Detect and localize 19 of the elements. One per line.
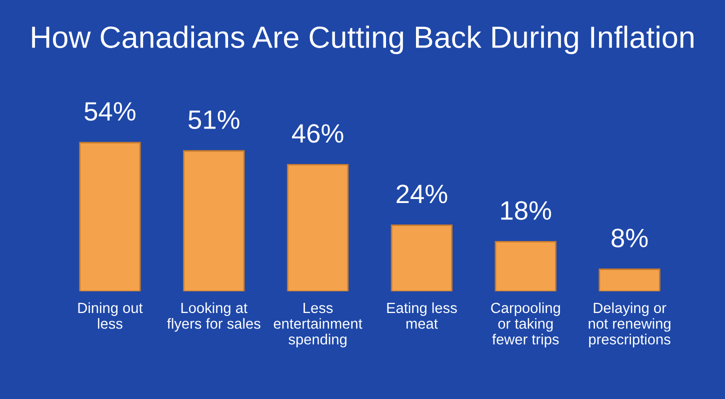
bar xyxy=(494,241,556,292)
bar xyxy=(598,268,660,292)
x-tick-label: Dining out less xyxy=(78,302,143,329)
x-tick-label: Delaying or not renewing prescriptions xyxy=(588,302,670,348)
bar xyxy=(79,142,141,292)
x-tick-label: Carpooling or taking fewer trips xyxy=(491,302,560,348)
data-label: 54% xyxy=(84,102,136,121)
bar xyxy=(183,150,245,292)
chart-title: How Canadians Are Cutting Back During Inflation xyxy=(32,26,694,54)
data-label: 24% xyxy=(396,184,448,204)
bar xyxy=(286,164,349,292)
data-label: 8% xyxy=(612,228,648,248)
data-label: 51% xyxy=(188,110,240,129)
x-tick-label: Less entertainment spending xyxy=(274,302,362,348)
x-tick-label: Looking at flyers for sales xyxy=(167,302,260,332)
data-label: 46% xyxy=(292,124,344,143)
data-label: 18% xyxy=(501,201,552,220)
x-tick-label: Eating less meat xyxy=(387,302,457,329)
bar xyxy=(390,224,453,292)
